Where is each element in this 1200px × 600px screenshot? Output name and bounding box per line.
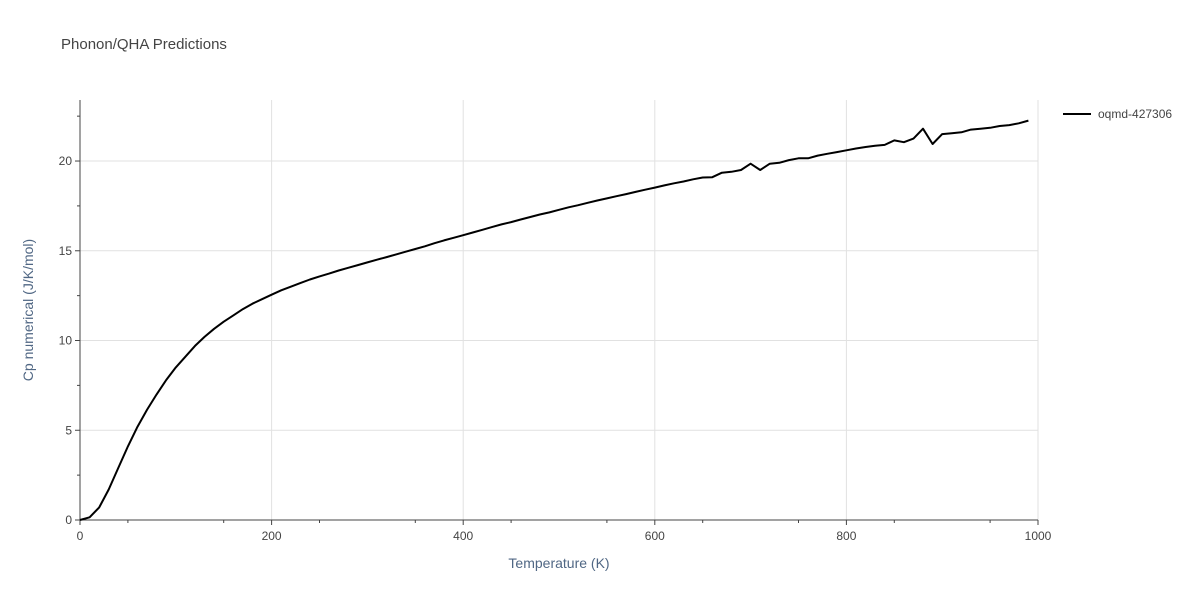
x-tick-label: 0 xyxy=(77,529,84,543)
x-axis-title: Temperature (K) xyxy=(508,555,609,571)
y-axis-title: Cp numerical (J/K/mol) xyxy=(20,239,36,381)
y-tick-label: 20 xyxy=(59,154,73,168)
x-tick-label: 400 xyxy=(453,529,473,543)
y-tick-label: 10 xyxy=(59,334,73,348)
series-line-oqmd-427306 xyxy=(79,119,1029,521)
y-tick-label: 15 xyxy=(59,244,73,258)
chart-title: Phonon/QHA Predictions xyxy=(61,36,227,53)
legend-label: oqmd-427306 xyxy=(1098,107,1172,121)
x-tick-label: 600 xyxy=(645,529,665,543)
x-tick-label: 200 xyxy=(262,529,282,543)
x-tick-label: 800 xyxy=(836,529,856,543)
y-tick-label: 5 xyxy=(65,423,72,437)
x-tick-label: 1000 xyxy=(1025,529,1052,543)
y-tick-label: 0 xyxy=(65,513,72,527)
